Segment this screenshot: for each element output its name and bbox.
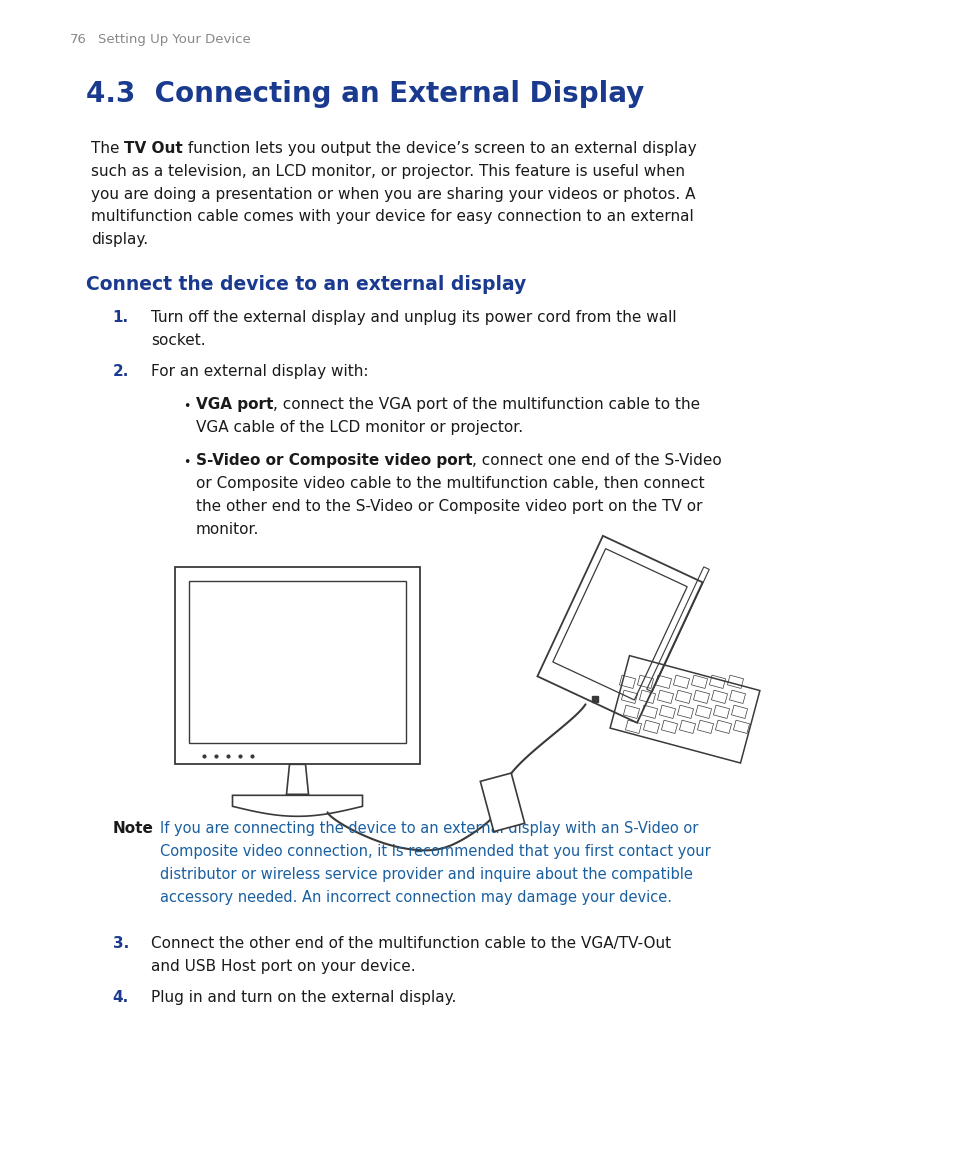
- Text: 1.: 1.: [112, 311, 129, 325]
- Text: 3.: 3.: [112, 936, 129, 951]
- Text: you are doing a presentation or when you are sharing your videos or photos. A: you are doing a presentation or when you…: [91, 187, 695, 202]
- Text: , connect one end of the S-Video: , connect one end of the S-Video: [472, 453, 721, 468]
- Text: such as a television, an LCD monitor, or projector. This feature is useful when: such as a television, an LCD monitor, or…: [91, 163, 684, 178]
- Text: monitor.: monitor.: [195, 522, 258, 537]
- Text: socket.: socket.: [151, 333, 205, 348]
- Text: 76: 76: [70, 33, 87, 46]
- Text: function lets you output the device’s screen to an external display: function lets you output the device’s sc…: [183, 141, 696, 156]
- Text: Connect the device to an external display: Connect the device to an external displa…: [86, 274, 525, 293]
- Text: Note: Note: [112, 821, 153, 836]
- Text: •: •: [183, 455, 191, 468]
- Text: VGA cable of the LCD monitor or projector.: VGA cable of the LCD monitor or projecto…: [195, 420, 522, 435]
- Text: Plug in and turn on the external display.: Plug in and turn on the external display…: [151, 990, 456, 1005]
- Text: If you are connecting the device to an external display with an S-Video or: If you are connecting the device to an e…: [160, 821, 698, 836]
- Text: or Composite video cable to the multifunction cable, then connect: or Composite video cable to the multifun…: [195, 476, 703, 491]
- Text: For an external display with:: For an external display with:: [151, 364, 368, 379]
- Text: distributor or wireless service provider and inquire about the compatible: distributor or wireless service provider…: [160, 867, 693, 882]
- Text: 4.3  Connecting an External Display: 4.3 Connecting an External Display: [86, 80, 643, 108]
- Text: , connect the VGA port of the multifunction cable to the: , connect the VGA port of the multifunct…: [273, 398, 700, 412]
- Text: 4.: 4.: [112, 990, 129, 1005]
- Text: Setting Up Your Device: Setting Up Your Device: [98, 33, 251, 46]
- Text: Composite video connection, it is recommended that you first contact your: Composite video connection, it is recomm…: [160, 845, 710, 860]
- Text: Turn off the external display and unplug its power cord from the wall: Turn off the external display and unplug…: [151, 311, 676, 325]
- Text: •: •: [183, 400, 191, 413]
- Bar: [479, 773, 524, 832]
- Text: The: The: [91, 141, 124, 156]
- Text: accessory needed. An incorrect connection may damage your device.: accessory needed. An incorrect connectio…: [160, 890, 672, 906]
- Text: display.: display.: [91, 232, 148, 248]
- Text: TV Out: TV Out: [124, 141, 183, 156]
- Text: VGA port: VGA port: [195, 398, 273, 412]
- Text: and USB Host port on your device.: and USB Host port on your device.: [151, 958, 415, 974]
- Text: the other end to the S-Video or Composite video port on the TV or: the other end to the S-Video or Composit…: [195, 499, 701, 514]
- Text: multifunction cable comes with your device for easy connection to an external: multifunction cable comes with your devi…: [91, 209, 693, 224]
- Text: S-Video or Composite video port: S-Video or Composite video port: [195, 453, 472, 468]
- Text: Connect the other end of the multifunction cable to the VGA/TV-Out: Connect the other end of the multifuncti…: [151, 936, 670, 951]
- Text: 2.: 2.: [112, 364, 129, 379]
